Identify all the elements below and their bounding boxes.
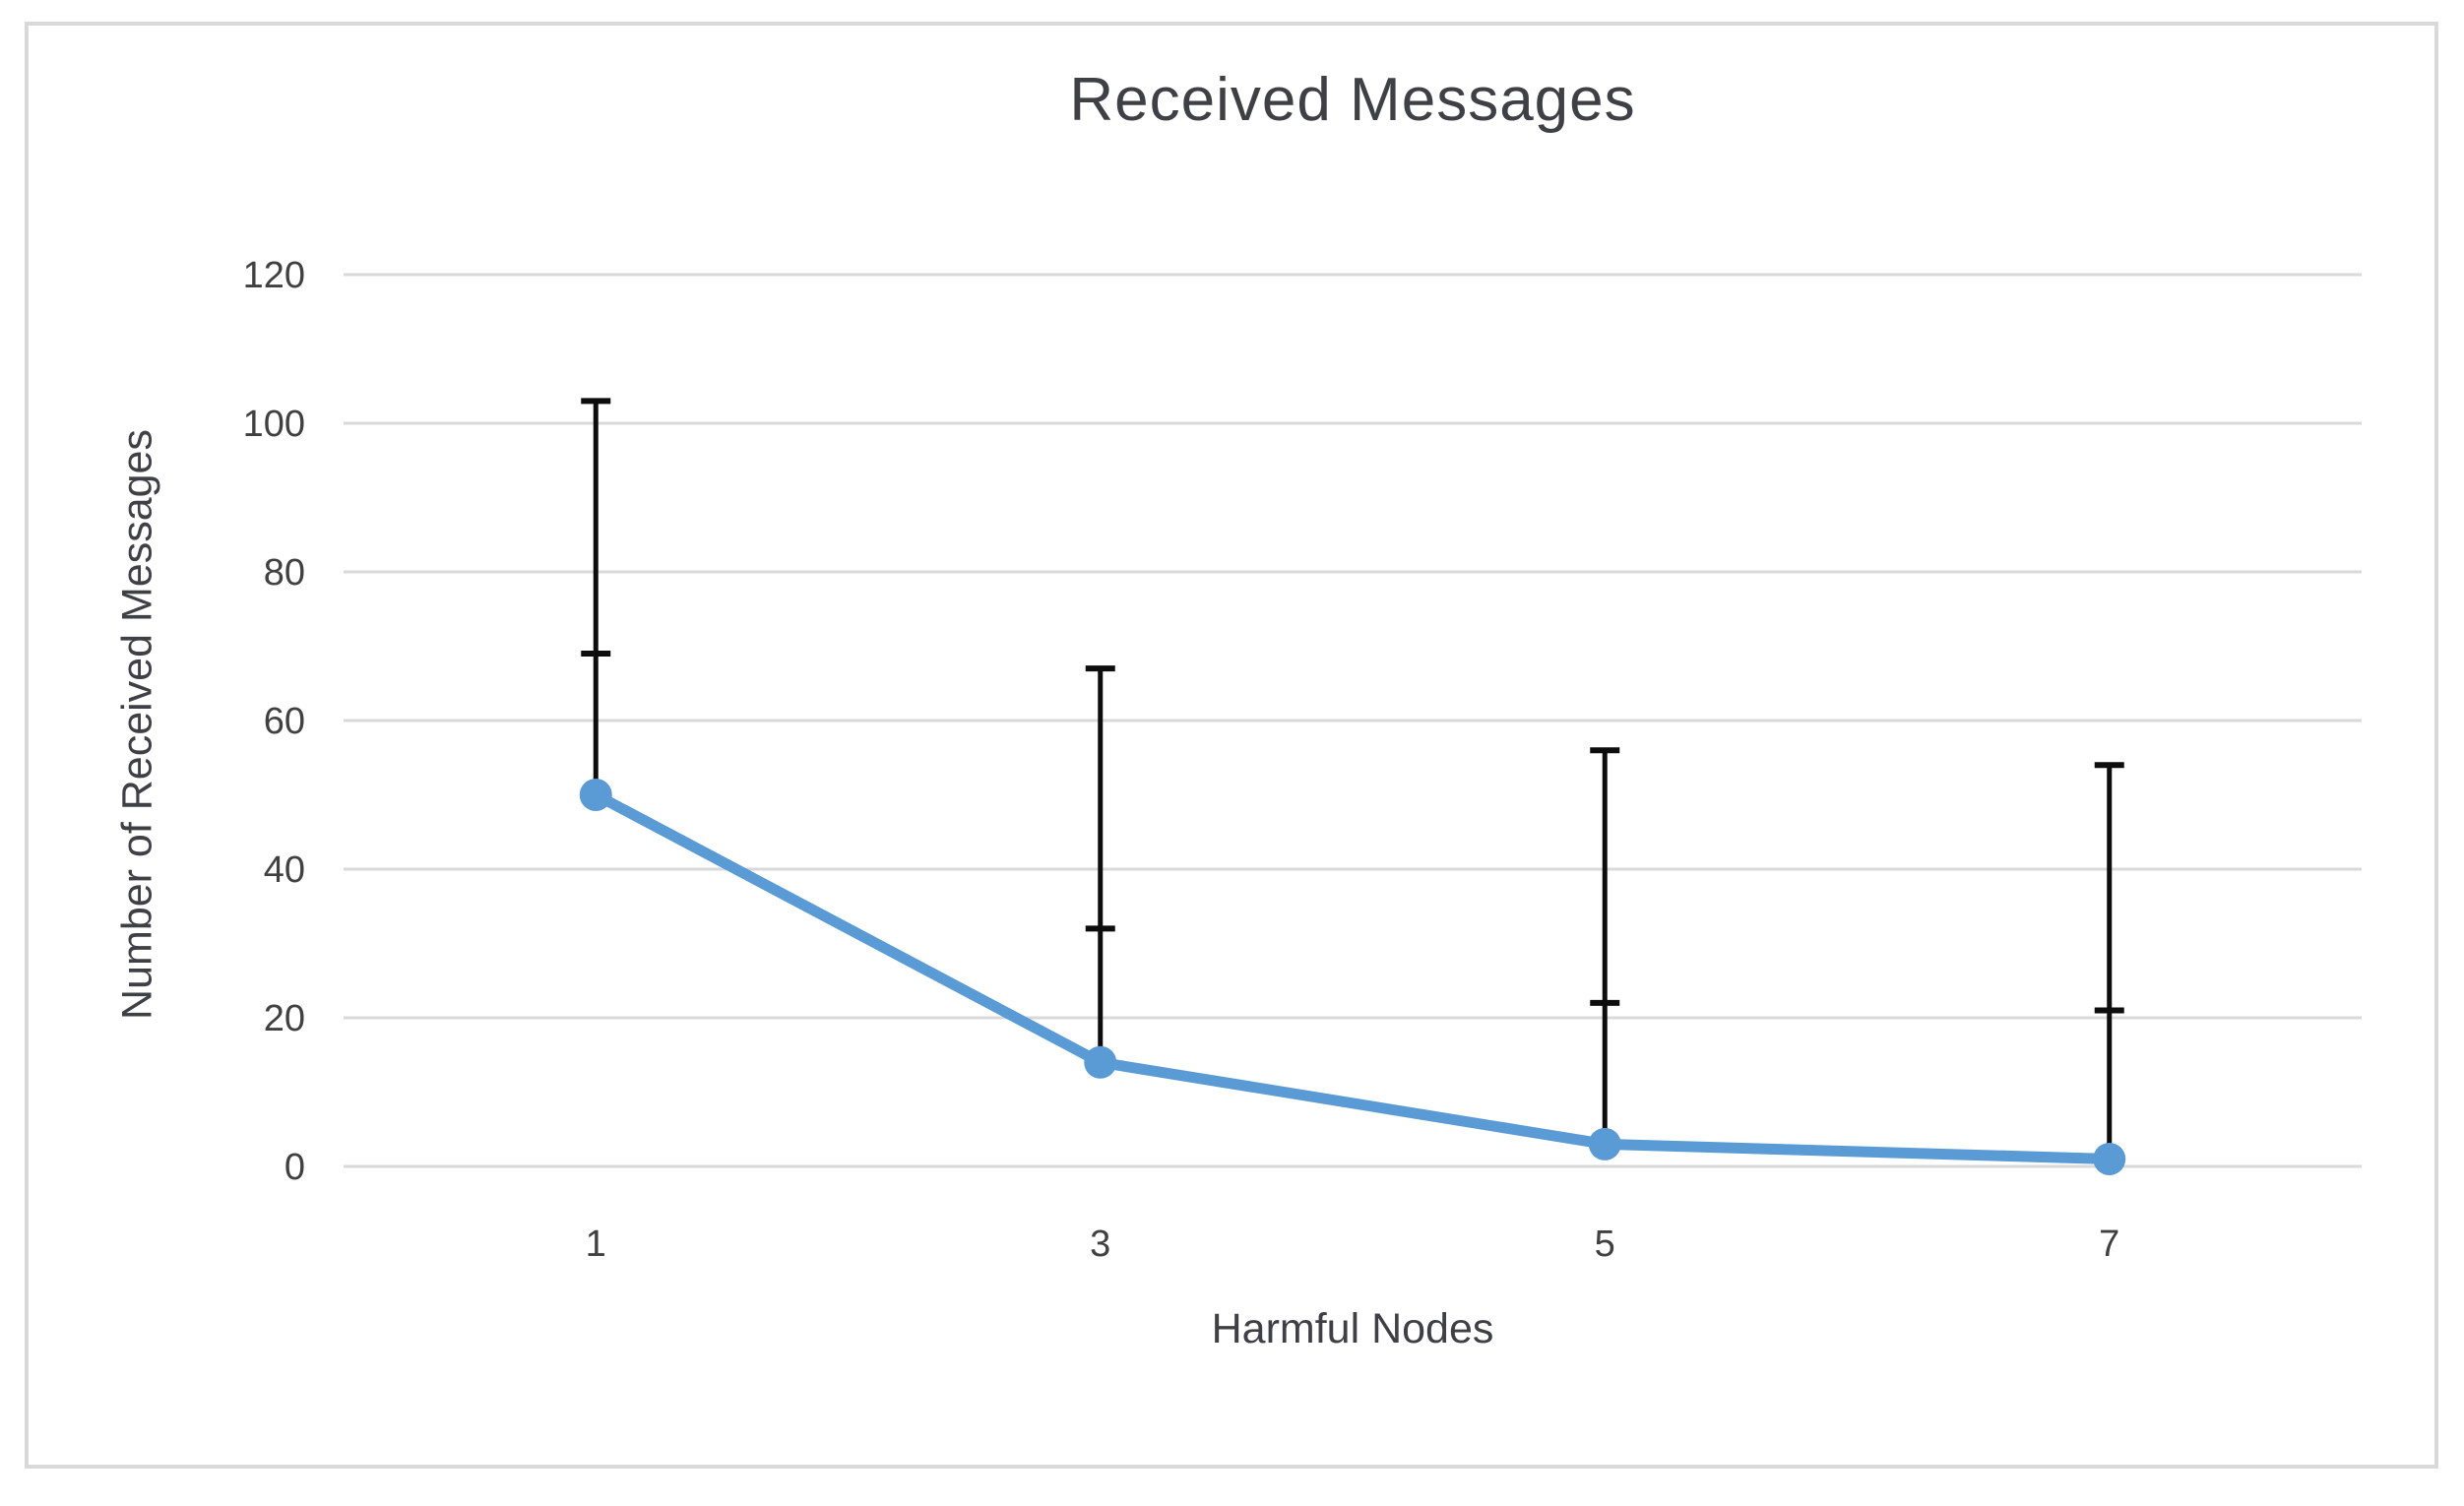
- data-point-marker: [1084, 1045, 1117, 1079]
- error-bars: [581, 398, 2124, 1160]
- y-tick-label: 120: [243, 255, 305, 296]
- chart-frame: [25, 22, 2438, 1469]
- data-point-marker: [579, 779, 612, 811]
- x-axis-title: Harmful Nodes: [1211, 1305, 1494, 1352]
- series-markers: [579, 779, 2126, 1175]
- x-tick-label: 5: [1595, 1224, 1615, 1265]
- x-tick-labels: 1 3 5 7: [586, 1224, 2120, 1265]
- data-point-marker: [1588, 1127, 1621, 1161]
- series-polyline: [590, 789, 2116, 1164]
- series-line: [590, 789, 2116, 1164]
- y-tick-label: 0: [284, 1147, 305, 1188]
- y-tick-label: 40: [264, 849, 305, 891]
- x-tick-label: 3: [1090, 1224, 1110, 1265]
- gridlines: [344, 273, 2362, 1168]
- x-tick-label: 7: [2099, 1224, 2119, 1265]
- y-tick-label: 100: [243, 404, 305, 445]
- x-tick-label: 1: [586, 1224, 606, 1265]
- chart-title: Received Messages: [1069, 66, 1636, 134]
- y-tick-label: 80: [264, 552, 305, 594]
- y-tick-label: 60: [264, 701, 305, 742]
- y-tick-labels: 0 20 40 60 80 100 120: [243, 255, 305, 1188]
- y-tick-label: 20: [264, 998, 305, 1039]
- data-point-marker: [2093, 1142, 2126, 1175]
